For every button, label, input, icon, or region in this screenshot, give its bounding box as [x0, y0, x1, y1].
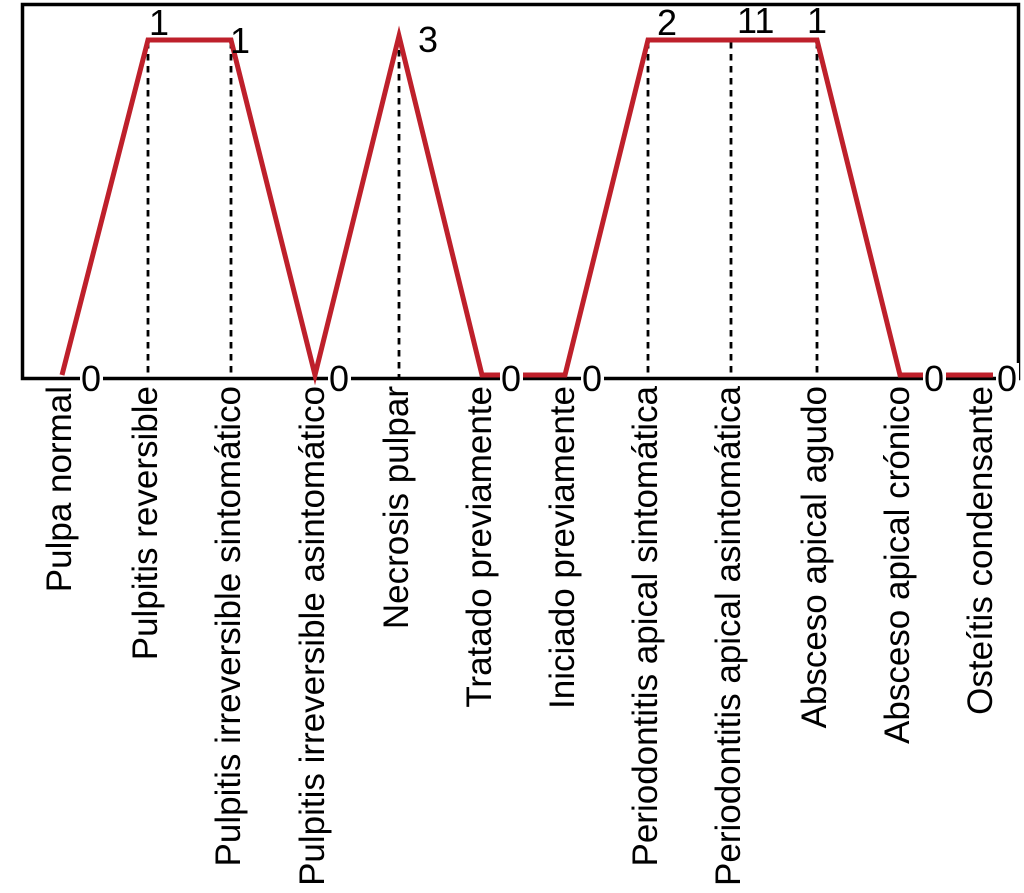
value-label: 3: [418, 19, 438, 60]
value-label: 1: [807, 0, 827, 41]
category-label: Iniciado previamente: [543, 386, 582, 709]
category-label: Periodontitis apical sintomática: [626, 385, 665, 866]
value-label-bg: [923, 363, 946, 395]
value-label: 0: [924, 358, 944, 399]
value-label: 0: [501, 358, 521, 399]
category-label: Periodontitis apical asintomática: [709, 385, 748, 886]
category-label: Pulpa normal: [40, 386, 79, 592]
value-label-bg: [500, 363, 523, 395]
value-label: 2: [657, 2, 677, 43]
series-line: [59, 25, 993, 386]
value-label: 0: [582, 358, 602, 399]
value-label-bg: [80, 363, 103, 395]
value-label: 0: [81, 358, 101, 399]
category-label: Absceso apical crónico: [878, 386, 917, 744]
value-label: 11: [737, 0, 774, 41]
value-label-bg: [581, 363, 604, 395]
droplines-group: [146, 38, 819, 377]
series-group: [59, 25, 993, 386]
category-label: Pulpitis irreversible sintomático: [209, 386, 248, 866]
value-label: 0: [997, 358, 1017, 399]
category-label: Pulpitis reversible: [126, 386, 165, 660]
category-label: Pulpitis irreversible asintomático: [293, 386, 332, 886]
value-label: 1: [149, 2, 169, 43]
value-label: 0: [329, 358, 349, 399]
category-label: Absceso apical agudo: [795, 386, 834, 728]
value-label: 1: [230, 20, 250, 61]
value-label-bg: [328, 363, 351, 395]
category-labels-group: Pulpa normal Pulpitis reversible Pulpitis …: [40, 385, 1000, 886]
category-label: Necrosis pulpar: [377, 386, 416, 629]
value-label-bg: [996, 363, 1019, 395]
category-label: Osteítis condensante: [961, 386, 1000, 715]
category-label: Tratado previamente: [460, 386, 499, 708]
plot-frame: [20, 2, 1021, 381]
